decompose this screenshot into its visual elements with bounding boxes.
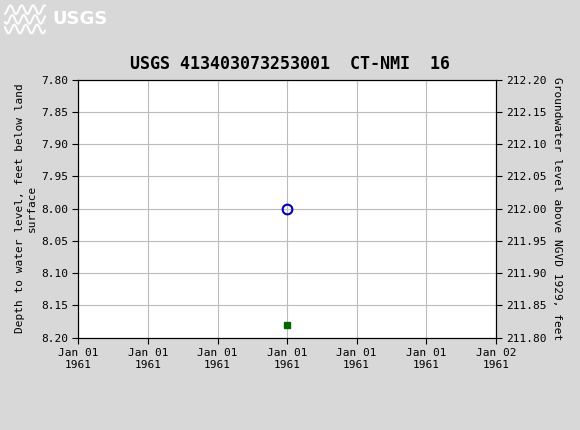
Y-axis label: Depth to water level, feet below land
surface: Depth to water level, feet below land su…: [15, 84, 37, 333]
Text: USGS 413403073253001  CT-NMI  16: USGS 413403073253001 CT-NMI 16: [130, 55, 450, 73]
Text: USGS: USGS: [52, 10, 107, 28]
Y-axis label: Groundwater level above NGVD 1929, feet: Groundwater level above NGVD 1929, feet: [552, 77, 563, 340]
